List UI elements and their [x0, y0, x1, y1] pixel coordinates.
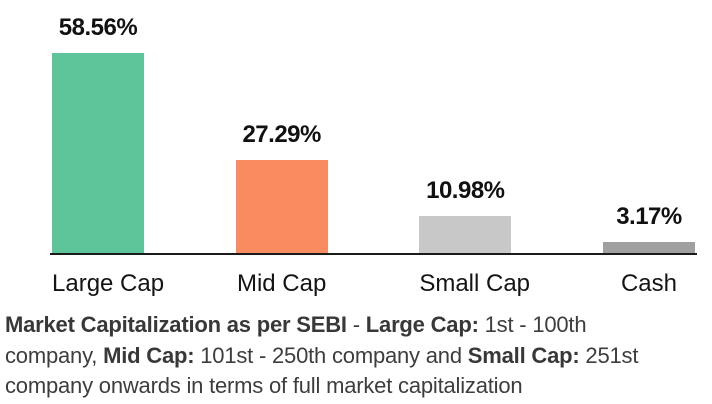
footnote-segment: Large Cap: — [365, 312, 479, 337]
bar-group-small-cap: 10.98% — [419, 176, 512, 253]
footnote-segment: Market Capitalization as per SEBI — [5, 312, 347, 337]
footnote-segment: 251st — [579, 342, 639, 368]
value-label-mid-cap: 27.29% — [242, 120, 321, 148]
bar-group-mid-cap: 27.29% — [235, 120, 328, 253]
x-axis-labels-row: Large Cap Mid Cap Small Cap Cash — [52, 270, 695, 298]
bar-small-cap — [419, 215, 512, 253]
bar-group-large-cap: 58.56% — [52, 14, 144, 253]
x-axis-label-large-cap: Large Cap — [52, 270, 165, 297]
footnote-segment: company, — [5, 342, 104, 368]
footnote-segment: - — [346, 312, 366, 337]
x-axis-label-small-cap: Small Cap — [419, 270, 531, 297]
footnote-segment: Mid Cap: — [103, 342, 195, 368]
x-axis-label-mid-cap: Mid Cap — [236, 270, 327, 297]
footnote-segment: Small Cap: — [467, 342, 580, 368]
footnote-segment: 101st - 250th company and — [194, 342, 468, 368]
x-axis-label-cash: Cash — [620, 270, 677, 297]
footnote-line: company, Mid Cap: 101st - 250th company … — [5, 341, 712, 372]
value-label-small-cap: 10.98% — [426, 176, 505, 204]
footnote-segment: company onwards in terms of full market … — [5, 373, 523, 398]
bar-mid-cap — [235, 159, 328, 253]
bar-large-cap — [52, 53, 144, 253]
x-axis-line — [50, 253, 697, 255]
value-label-large-cap: 58.56% — [58, 14, 138, 42]
footnote-line: Market Capitalization as per SEBI - Larg… — [5, 310, 712, 341]
footnote-line: company onwards in terms of full market … — [5, 371, 712, 402]
bar-group-cash: 3.17% — [602, 203, 695, 253]
value-label-cash: 3.17% — [616, 203, 682, 231]
bars-row: 58.56% 27.29% 10.98% 3.17% — [52, 0, 695, 253]
footnote-text: Market Capitalization as per SEBI - Larg… — [5, 310, 712, 402]
bar-chart: 58.56% 27.29% 10.98% 3.17% — [50, 0, 697, 255]
bar-cash — [602, 242, 695, 253]
footnote-segment: 1st - 100th — [478, 312, 587, 337]
